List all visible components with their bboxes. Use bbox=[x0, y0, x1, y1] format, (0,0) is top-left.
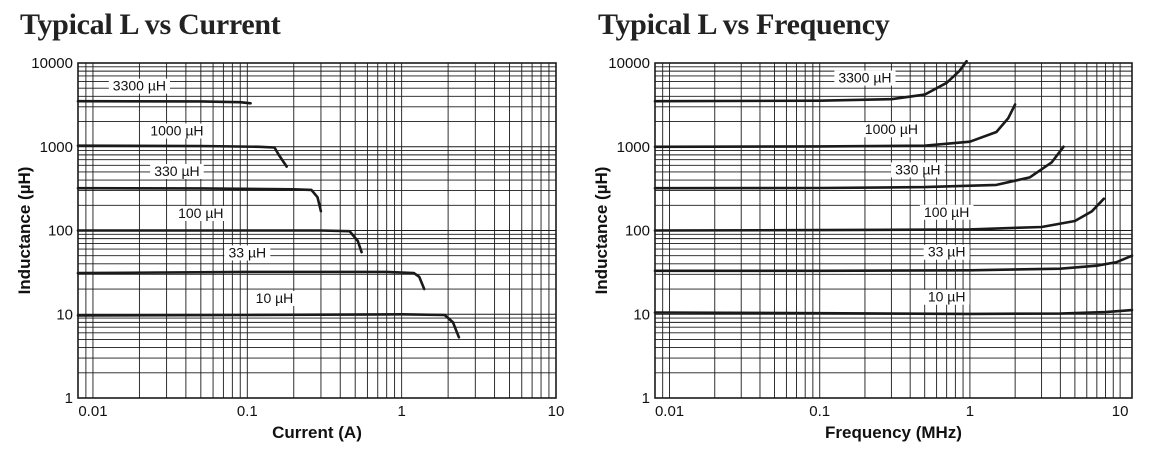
series-label: 33 µH bbox=[228, 244, 266, 260]
series-line-current-100uh bbox=[76, 229, 363, 254]
series-line-freq-10uh bbox=[653, 308, 1134, 316]
series-line-current-10uh bbox=[76, 313, 461, 339]
series-label: 1000 µH bbox=[150, 123, 203, 139]
x-tick-label: 10 bbox=[1112, 403, 1129, 420]
series-label-background bbox=[146, 123, 208, 139]
series-label: 100 µH bbox=[924, 204, 969, 220]
series-label-background bbox=[923, 244, 970, 260]
x-tick-label: 0.1 bbox=[237, 403, 258, 420]
chart-title-frequency: Typical L vs Frequency bbox=[598, 8, 890, 41]
y-tick-label: 1 bbox=[642, 390, 650, 407]
series-label: 3300 µH bbox=[838, 70, 891, 86]
series-line-freq-33uh bbox=[653, 254, 1134, 273]
x-axis-label: Current (A) bbox=[272, 423, 362, 442]
y-tick-label: 1000 bbox=[40, 139, 73, 156]
series-line-freq-3300uh bbox=[653, 59, 968, 103]
x-tick-label: 0.01 bbox=[78, 403, 107, 420]
series-label-background bbox=[251, 291, 298, 307]
series-label: 10 µH bbox=[928, 289, 966, 305]
series-label-background bbox=[891, 162, 945, 178]
series-line-current-330uh bbox=[76, 186, 323, 213]
series-label-background bbox=[108, 78, 171, 94]
y-tick-label: 10000 bbox=[31, 55, 73, 72]
series-line-freq-1000uh bbox=[653, 103, 1017, 149]
x-tick-label: 0.01 bbox=[655, 403, 684, 420]
series-label-background bbox=[834, 70, 896, 86]
y-axis-label: Inductance (µH) bbox=[592, 167, 611, 295]
x-tick-label: 10 bbox=[548, 403, 565, 420]
x-tick-label: 1 bbox=[397, 403, 405, 420]
series-label: 3300 µH bbox=[113, 78, 166, 94]
x-axis-label: Frequency (MHz) bbox=[825, 423, 962, 442]
series-label-background bbox=[174, 205, 228, 221]
chart-title-current: Typical L vs Current bbox=[20, 8, 281, 41]
x-tick-label: 1 bbox=[966, 403, 974, 420]
series-line-current-1000uh bbox=[76, 144, 288, 168]
inductance-vs-frequency-chart: 1 10 100 1000 10000 0.01 0.1 1 10 Frequency (MHz)… bbox=[592, 55, 1134, 442]
y-axis-label: Inductance (µH) bbox=[15, 167, 34, 295]
series-label: 330 µH bbox=[154, 163, 199, 179]
series-line-freq-100uh bbox=[653, 197, 1106, 232]
y-tick-label: 100 bbox=[48, 223, 73, 240]
y-tick-label: 10 bbox=[633, 306, 650, 323]
series-label: 1000 µH bbox=[865, 121, 918, 137]
inductance-vs-current-chart: 1 10 100 1000 10000 0.01 0.1 1 10 Current (A) Indu… bbox=[15, 55, 565, 442]
series-label-background bbox=[224, 245, 271, 261]
series-line-current-33uh bbox=[76, 270, 426, 291]
y-tick-label: 10 bbox=[56, 306, 73, 323]
series-label: 330 µH bbox=[895, 161, 940, 177]
y-tick-label: 100 bbox=[625, 223, 650, 240]
series-label: 33 µH bbox=[928, 244, 966, 260]
series-label-background bbox=[919, 204, 974, 220]
series-label-background bbox=[923, 289, 970, 305]
series-line-current-3300uh bbox=[76, 99, 252, 105]
y-tick-label: 10000 bbox=[608, 55, 650, 72]
series-label-background bbox=[150, 163, 204, 179]
y-tick-label: 1000 bbox=[617, 139, 650, 156]
series-label: 10 µH bbox=[256, 290, 294, 306]
y-tick-label: 1 bbox=[65, 390, 73, 407]
series-label: 100 µH bbox=[178, 205, 223, 221]
x-tick-label: 0.1 bbox=[809, 403, 830, 420]
series-line-freq-330uh bbox=[653, 145, 1065, 190]
series-label-background bbox=[860, 122, 922, 138]
